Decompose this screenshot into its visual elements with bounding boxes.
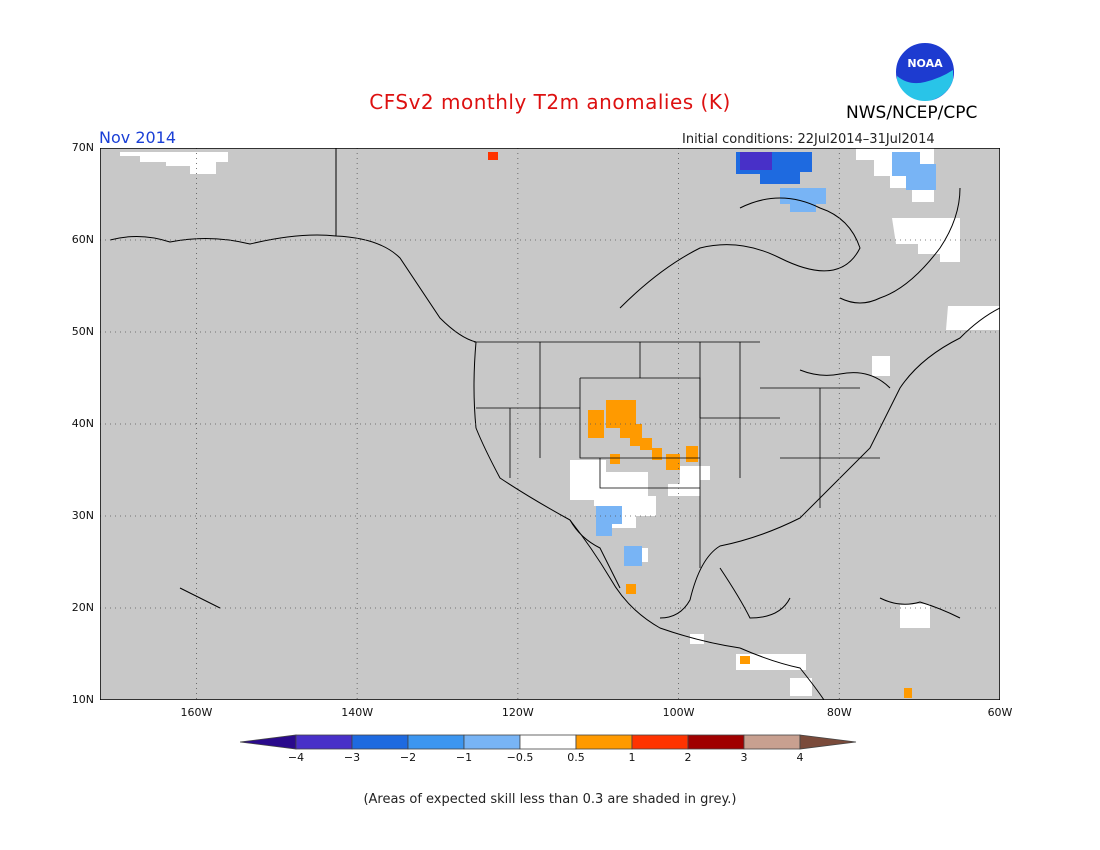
- colorbar-bin: [575, 734, 633, 750]
- colorbar-bin: [631, 734, 689, 750]
- colorbar-bin: [463, 734, 521, 750]
- lon-label: 120W: [501, 706, 534, 719]
- coastlines: [109, 148, 1000, 700]
- colorbar-bin: [743, 734, 801, 750]
- initial-conditions: Initial conditions: 22Jul2014–31Jul2014: [682, 132, 935, 147]
- lon-label: 160W: [180, 706, 213, 719]
- agency-label: NWS/NCEP/CPC: [846, 103, 978, 123]
- lat-label: 60N: [71, 233, 94, 246]
- lon-label: 100W: [662, 706, 695, 719]
- colorbar-bin: [351, 734, 409, 750]
- lat-label: 40N: [71, 417, 94, 430]
- anomaly-map: [100, 148, 1000, 700]
- lon-label: 140W: [341, 706, 374, 719]
- lat-label: 30N: [71, 509, 94, 522]
- colorbar-tick-label: −4: [287, 751, 305, 764]
- colorbar-tick-label: 4: [796, 751, 804, 764]
- state-borders: [474, 341, 880, 568]
- colorbar-bin: [407, 734, 465, 750]
- colorbar-bin: [519, 734, 577, 750]
- colorbar-tick-label: −3: [343, 751, 361, 764]
- lat-label: 10N: [71, 693, 94, 706]
- colorbar-bin: [687, 734, 745, 750]
- lat-label: 20N: [71, 601, 94, 614]
- noaa-logo-text: NOAA: [907, 57, 943, 70]
- lat-label: 50N: [71, 325, 94, 338]
- colorbar-tick-label: 3: [740, 751, 748, 764]
- lat-label: 70N: [71, 141, 94, 154]
- colorbar-bin: [799, 734, 857, 750]
- map-title: CFSv2 monthly T2m anomalies (K): [369, 90, 731, 114]
- cool-anomaly-areas: [596, 152, 936, 566]
- colorbar-tick-label: 0.5: [567, 751, 585, 764]
- colorbar-bin: [240, 734, 297, 750]
- colorbar-tick-label: −0.5: [506, 751, 534, 764]
- colorbar-tick-label: −2: [399, 751, 417, 764]
- noaa-logo: NOAA: [894, 41, 956, 103]
- forecast-period: Nov 2014: [99, 128, 177, 147]
- colorbar-tick-label: 2: [684, 751, 692, 764]
- colorbar-bin: [295, 734, 353, 750]
- lon-label: 80W: [826, 706, 852, 719]
- skill-note: (Areas of expected skill less than 0.3 a…: [363, 792, 737, 807]
- colorbar: [240, 734, 857, 750]
- gridlines: [100, 148, 1000, 700]
- lon-label: 60W: [987, 706, 1013, 719]
- colorbar-tick-label: 1: [628, 751, 636, 764]
- colorbar-tick-label: −1: [455, 751, 473, 764]
